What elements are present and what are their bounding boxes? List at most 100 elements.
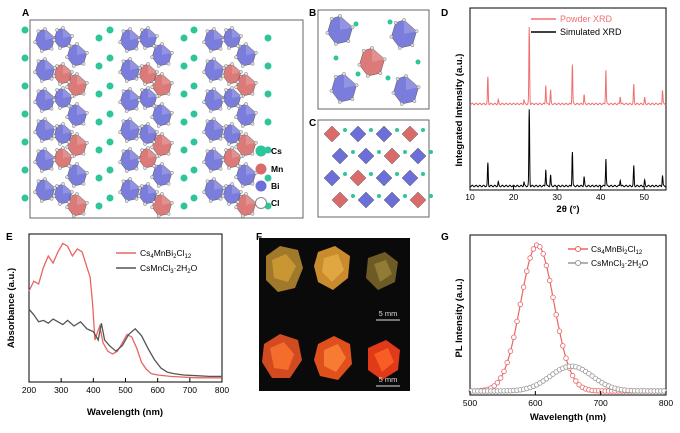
cs-atom bbox=[415, 59, 421, 65]
cs-atom bbox=[264, 174, 272, 182]
g-ylabel: PL Intensity (a.u.) bbox=[454, 278, 465, 357]
mn-octahedron-shade bbox=[63, 148, 72, 158]
cl-atom bbox=[81, 122, 86, 126]
bi-octahedron bbox=[401, 169, 419, 187]
cl-atom bbox=[65, 205, 69, 209]
mn-octahedron-shade bbox=[372, 48, 385, 62]
cl-atom bbox=[36, 89, 41, 93]
bi-octahedron-shade bbox=[214, 149, 224, 160]
cl-atom bbox=[212, 117, 216, 121]
cl-atom bbox=[75, 132, 79, 136]
cl-atom bbox=[55, 64, 59, 68]
crystals-uv: 5 mm bbox=[262, 334, 400, 387]
cl-atom bbox=[155, 70, 159, 74]
cl-atom bbox=[81, 92, 86, 96]
cl-atom bbox=[240, 214, 245, 218]
bi-octahedron-shade bbox=[45, 29, 55, 40]
cs-atom bbox=[180, 34, 188, 42]
cl-atom bbox=[146, 26, 150, 30]
cl-atom bbox=[218, 196, 223, 201]
panel-c-label: C bbox=[309, 118, 316, 129]
cl-atom bbox=[202, 190, 206, 194]
cl-atom bbox=[33, 160, 37, 164]
cs-atom bbox=[106, 54, 114, 62]
cl-atom bbox=[121, 119, 126, 123]
panel-a-label: A bbox=[22, 8, 29, 19]
cl-legend-sphere bbox=[255, 197, 267, 209]
cs-legend-sphere bbox=[255, 145, 267, 157]
mn-octahedron bbox=[331, 191, 349, 209]
mn-legend-sphere bbox=[255, 163, 267, 175]
d-xticks: 10 20 30 40 50 bbox=[465, 186, 649, 202]
element-legend: Cs Mn Bi Cl bbox=[255, 145, 283, 209]
cl-atom bbox=[137, 158, 141, 162]
bi-octahedron-shade bbox=[162, 44, 172, 55]
cl-atom bbox=[221, 74, 225, 78]
bi-octahedron-shade bbox=[246, 104, 256, 115]
cl-atom bbox=[391, 91, 396, 95]
cl-atom bbox=[155, 154, 159, 158]
cl-atom bbox=[43, 57, 47, 61]
cl-atom bbox=[36, 179, 41, 183]
g-xticks: 500 600 700 800 bbox=[463, 391, 673, 408]
pl-series-1-marker bbox=[501, 368, 507, 375]
cl-atom bbox=[150, 55, 154, 60]
cl-atom bbox=[61, 146, 65, 150]
cl-atom bbox=[254, 51, 258, 55]
panel-b: B bbox=[309, 8, 430, 110]
cs-atom bbox=[180, 90, 188, 98]
cl-atom bbox=[137, 38, 141, 42]
cs-atom bbox=[353, 21, 359, 27]
cl-atom bbox=[224, 184, 228, 188]
cl-atom bbox=[137, 194, 141, 198]
pl-series-1-marker bbox=[547, 277, 553, 284]
cs-atom bbox=[180, 62, 188, 70]
cl-atom bbox=[124, 139, 129, 143]
bi-octahedron-shade bbox=[406, 76, 419, 90]
pl-series-1-marker bbox=[550, 294, 556, 301]
d-xtick-label: 30 bbox=[552, 192, 562, 202]
cl-atom bbox=[75, 72, 79, 76]
cl-atom bbox=[150, 175, 154, 179]
mn-octahedron-shade bbox=[162, 194, 172, 205]
bi-octahedron-shade bbox=[77, 164, 87, 175]
bi-octahedron-shade bbox=[77, 44, 87, 55]
cl-atom bbox=[205, 89, 210, 93]
mn-octahedron-shade bbox=[77, 134, 87, 145]
e-xtick-label: 400 bbox=[86, 385, 100, 395]
mn-octahedron bbox=[383, 147, 401, 165]
g-xlabel: Wavelength (nm) bbox=[530, 412, 606, 423]
cs-atom bbox=[355, 71, 361, 77]
cs-atom bbox=[385, 75, 391, 81]
mn-octahedron-shade bbox=[246, 134, 256, 145]
cl-atom bbox=[43, 27, 47, 31]
bi-octahedron-shade bbox=[246, 164, 256, 175]
cl-atom bbox=[230, 86, 234, 90]
cs-atom bbox=[387, 19, 393, 25]
cs-atom bbox=[190, 110, 198, 118]
d-xtick-label: 50 bbox=[639, 192, 649, 202]
cl-atom bbox=[234, 205, 238, 209]
cs-atom bbox=[429, 194, 433, 198]
pl-series-1-marker bbox=[491, 383, 497, 389]
cl-atom bbox=[333, 42, 338, 46]
cl-atom bbox=[36, 149, 41, 153]
bi-octahedron bbox=[357, 147, 375, 165]
bi-octahedron-shade bbox=[130, 89, 140, 100]
mn-octahedron-shade bbox=[63, 64, 72, 74]
bi-octahedron bbox=[323, 169, 341, 187]
cl-atom bbox=[227, 142, 231, 146]
cl-atom bbox=[227, 106, 231, 110]
cl-atom bbox=[234, 115, 238, 119]
xrd-simulated-line bbox=[469, 109, 667, 188]
cl-atom bbox=[81, 211, 86, 216]
cl-atom bbox=[49, 77, 54, 81]
cl-atom bbox=[208, 199, 213, 203]
mn-octahedron-shade bbox=[148, 64, 157, 74]
cs-atom bbox=[21, 82, 29, 90]
cl-atom bbox=[156, 64, 161, 68]
cs-atom bbox=[421, 128, 425, 132]
cl-atom bbox=[85, 81, 89, 85]
cl-atom bbox=[33, 130, 37, 134]
cl-atom bbox=[234, 145, 238, 149]
